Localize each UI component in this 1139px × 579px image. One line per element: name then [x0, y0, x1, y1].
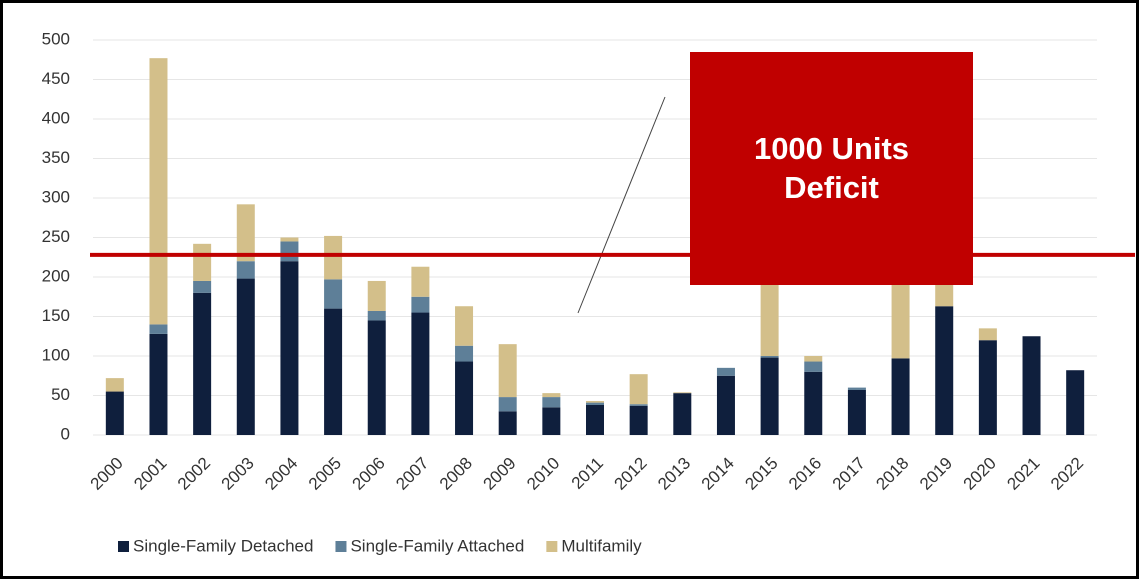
bar-segment: [629, 404, 648, 406]
legend-swatch: [118, 541, 129, 552]
bar-segment: [193, 292, 212, 435]
bar-segment: [455, 345, 474, 362]
y-tick-label: 250: [42, 227, 70, 246]
bar-segment: [411, 312, 430, 435]
bar-segment: [586, 404, 604, 435]
bar-segment: [891, 358, 910, 435]
bar-segment: [760, 357, 779, 435]
legend-label: Single-Family Attached: [350, 536, 524, 555]
bar-segment: [804, 356, 823, 362]
y-tick-label: 450: [42, 69, 70, 88]
bar-segment: [149, 324, 168, 334]
leader-line: [577, 96, 666, 314]
bar-segment: [193, 243, 212, 281]
y-tick-label: 500: [42, 29, 70, 48]
bar-segment: [105, 378, 124, 392]
bar-segment: [935, 306, 954, 435]
bar-segment: [978, 328, 997, 341]
bar-segment: [455, 306, 474, 346]
legend-label: Multifamily: [561, 536, 642, 555]
bar-segment: [411, 266, 430, 297]
bar-segment: [542, 407, 561, 435]
bar-segment: [411, 296, 430, 313]
bar-segment: [542, 397, 561, 408]
bar-segment: [716, 367, 735, 376]
bar-segment: [673, 392, 692, 394]
bar-segment: [149, 333, 168, 435]
bar-segment: [324, 279, 343, 309]
bar-segment: [324, 235, 343, 280]
bar-segment: [280, 241, 299, 262]
bar-segment: [1066, 370, 1085, 435]
y-tick-label: 400: [42, 108, 70, 127]
bar-segment: [498, 344, 517, 398]
bar-segment: [236, 278, 255, 435]
y-tick-label: 100: [42, 345, 70, 364]
y-tick-label: 150: [42, 306, 70, 325]
bar-segment: [193, 280, 212, 293]
bar-segment: [280, 261, 299, 435]
annotation-box: [690, 52, 973, 285]
annotation: 1000 Units Deficit: [753, 130, 910, 205]
bar-segment: [629, 405, 648, 435]
bar-segment: [236, 204, 255, 262]
bar-segment: [804, 371, 823, 435]
y-tick-label: 350: [42, 148, 70, 167]
legend-swatch: [335, 541, 347, 552]
bar-segment: [367, 310, 386, 321]
bar-segment: [629, 374, 648, 405]
bar-segment: [804, 361, 823, 372]
bar-segment: [847, 389, 866, 435]
bar-segment: [367, 320, 386, 435]
bar-segment: [1022, 336, 1041, 435]
bar-segment: [716, 375, 735, 435]
y-tick-label: 200: [42, 266, 70, 285]
bar-segment: [542, 393, 561, 398]
bar-segment: [673, 393, 692, 435]
y-tick-label: 0: [61, 424, 70, 443]
bar-segment: [760, 356, 779, 358]
legend-swatch: [546, 541, 558, 552]
bar-segment: [280, 237, 299, 242]
bar-segment: [149, 58, 168, 325]
bar-segment: [498, 411, 517, 435]
bar-segment: [847, 387, 866, 390]
bar-segment: [586, 402, 604, 405]
bar-segment: [236, 261, 255, 279]
bar-segment: [586, 401, 604, 403]
bar-segment: [978, 340, 997, 435]
bar-segment: [324, 308, 343, 435]
bar-segment: [105, 391, 124, 435]
y-tick-label: 50: [51, 385, 70, 404]
bar-segment: [367, 280, 386, 311]
bar-segment: [498, 397, 517, 412]
bar-segment: [455, 361, 474, 435]
legend-label: Single-Family Detached: [133, 536, 313, 555]
y-tick-label: 300: [42, 187, 70, 206]
